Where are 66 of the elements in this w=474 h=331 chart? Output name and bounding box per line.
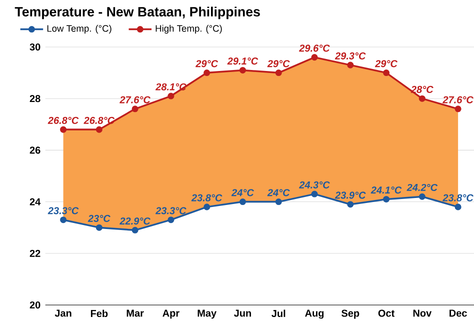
x-tick-label: Sep — [342, 310, 360, 319]
point — [347, 62, 354, 68]
data-label: 26.8°C — [48, 116, 79, 124]
point — [132, 106, 138, 112]
point — [239, 198, 246, 206]
data-label: 29.6°C — [299, 44, 330, 52]
x-tick-label: Nov — [413, 310, 432, 317]
point — [275, 198, 282, 206]
point — [418, 193, 426, 200]
data-label: 29.1°C — [227, 58, 258, 65]
data-label: 29°C — [267, 60, 290, 68]
y-tick-label: 30 — [30, 43, 40, 51]
point — [239, 66, 246, 74]
data-label: 24.3°C — [299, 181, 330, 188]
x-tick-label: Dec — [450, 310, 467, 317]
x-tick-label: Jan — [54, 310, 72, 317]
y-tick-label: 28 — [30, 95, 40, 102]
point — [311, 54, 318, 61]
point — [168, 92, 174, 100]
point — [96, 126, 102, 133]
legend-label: High Temp. (°C) — [156, 24, 222, 34]
point — [204, 204, 210, 210]
data-label: 27.6°C — [442, 96, 474, 104]
point — [132, 226, 138, 234]
point — [168, 216, 174, 224]
y-tick-label: 26 — [30, 146, 40, 154]
legend-label: Low Temp. (°C) — [47, 24, 112, 34]
data-label: 23.3°C — [155, 207, 186, 214]
point — [418, 95, 426, 102]
y-tick-label: 20 — [30, 301, 40, 309]
data-label: 22.9°C — [120, 217, 151, 225]
x-tick-label: May — [198, 310, 216, 319]
data-label: 26.8°C — [84, 116, 115, 124]
point — [311, 190, 318, 198]
data-label: 24°C — [267, 189, 290, 196]
x-tick-label: Feb — [90, 310, 108, 318]
point — [96, 224, 102, 231]
point — [454, 204, 462, 210]
data-label: 24.1°C — [370, 186, 402, 194]
y-tick-label: 22 — [30, 250, 40, 257]
point — [383, 196, 390, 202]
data-label: 29.3°C — [334, 52, 366, 60]
data-label: 29°C — [196, 60, 218, 68]
x-tick-label: Aug — [305, 310, 324, 319]
point — [275, 70, 282, 76]
data-label: 29°C — [374, 60, 398, 68]
data-label: 27.6°C — [120, 96, 151, 104]
x-tick-label: Jun — [234, 310, 251, 317]
point — [454, 106, 462, 112]
chart-title: Temperature - New Bataan, Philippines — [14, 6, 260, 20]
data-label: 23°C — [88, 214, 110, 222]
point — [347, 201, 354, 208]
x-tick-label: Jul — [272, 310, 286, 318]
point — [204, 70, 210, 76]
x-tick-label: Oct — [378, 310, 394, 317]
y-tick-label: 24 — [30, 198, 41, 206]
x-tick-label: Mar — [126, 310, 144, 317]
data-label: 24°C — [231, 189, 254, 196]
data-label: 23.8°C — [191, 194, 222, 202]
point — [383, 70, 390, 76]
point — [60, 126, 67, 133]
data-label: 24.2°C — [406, 184, 438, 192]
x-tick-label: Apr — [162, 310, 180, 319]
point — [60, 216, 67, 224]
data-label: 23.8°C — [442, 194, 474, 202]
data-label: 23.9°C — [334, 192, 366, 199]
